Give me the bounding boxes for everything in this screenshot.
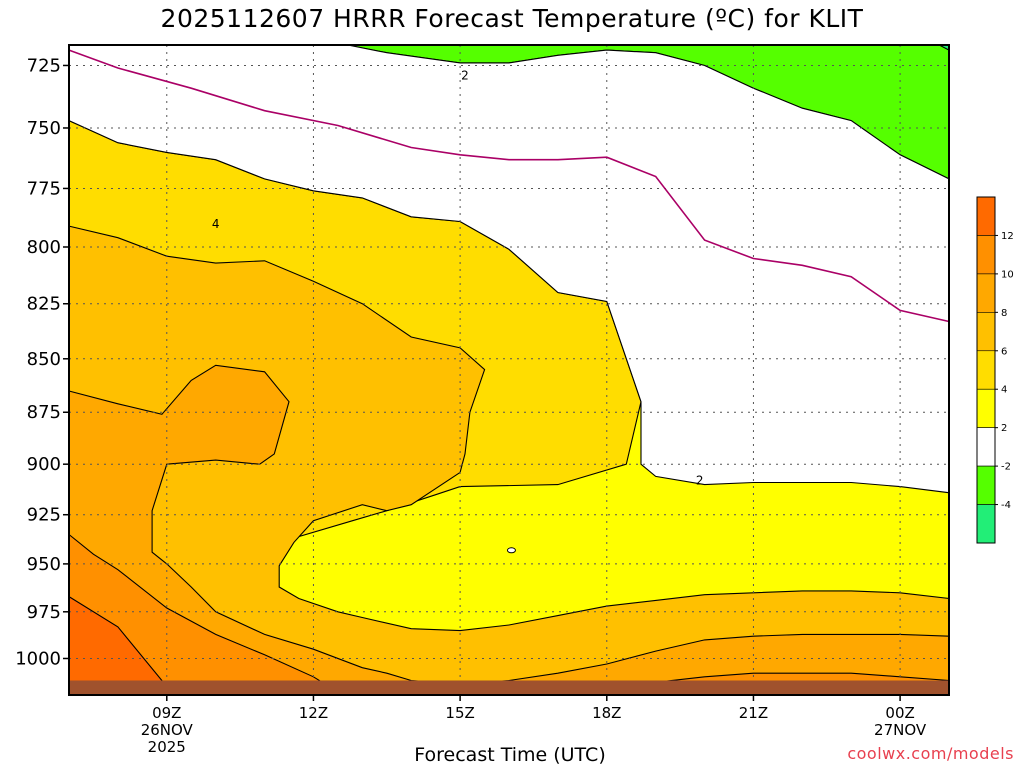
contour-label: 4	[212, 217, 220, 231]
contour-label: 2	[696, 474, 704, 488]
x-tick-label: 2025	[148, 738, 186, 756]
colorbar-label: 12	[1001, 231, 1014, 242]
colorbar-segment	[976, 312, 996, 352]
colorbar-segment	[976, 504, 996, 544]
y-tick-label: 875	[27, 402, 61, 423]
x-tick-label: 15Z	[445, 704, 474, 722]
y-tick-label: 750	[27, 118, 61, 139]
y-tick-label: 850	[27, 349, 61, 370]
colorbar-segment	[976, 465, 996, 505]
y-tick-label: 900	[27, 454, 61, 475]
y-tick-label: 725	[27, 55, 61, 76]
colorbar-label: 2	[1001, 423, 1007, 434]
small-closed-contour	[506, 547, 516, 554]
zero-isotherm-line	[68, 49, 950, 323]
y-tick-label: 825	[27, 294, 61, 315]
x-tick-label: 21Z	[739, 704, 768, 722]
x-tick-label: 18Z	[592, 704, 621, 722]
y-tick-label: 800	[27, 237, 61, 258]
y-tick-label: 925	[27, 505, 61, 526]
colorbar-segment	[976, 350, 996, 390]
plot-frame	[68, 44, 950, 696]
x-tick-label: 09Z	[152, 704, 181, 722]
colorbar-label: 10	[1001, 269, 1014, 280]
colorbar-segment	[976, 273, 996, 313]
colorbar-segment	[976, 235, 996, 275]
colorbar-label: 4	[1001, 385, 1007, 396]
colorbar-frame	[976, 196, 996, 544]
y-tick-label: 1000	[15, 648, 61, 669]
x-tick-label: 27NOV	[874, 721, 927, 739]
contour-region-above-6c	[68, 225, 950, 696]
ground-surface-strip	[69, 680, 949, 695]
colorbar-segment	[976, 196, 996, 236]
y-tick-label: 950	[27, 554, 61, 575]
colorbar-label: 8	[1001, 308, 1007, 319]
colorbar-label: -4	[1001, 500, 1011, 511]
site-credit[interactable]: coolwx.com/models	[847, 744, 1014, 763]
x-axis-label: Forecast Time (UTC)	[414, 744, 606, 766]
contour-region-between-minus-2c-and-2c	[68, 44, 950, 494]
colorbar-label: -2	[1001, 462, 1011, 473]
colorbar-label: 6	[1001, 346, 1007, 357]
contour-label: 2	[461, 69, 469, 83]
x-tick-label: 00Z	[885, 704, 914, 722]
colorbar-segment	[976, 388, 996, 428]
y-tick-label: 975	[27, 602, 61, 623]
y-tick-label: 775	[27, 178, 61, 199]
x-tick-label: 12Z	[299, 704, 328, 722]
x-tick-label: 26NOV	[141, 721, 194, 739]
colorbar-segment	[976, 427, 996, 467]
chart-title: 2025112607 HRRR Forecast Temperature (ºC…	[160, 4, 864, 33]
